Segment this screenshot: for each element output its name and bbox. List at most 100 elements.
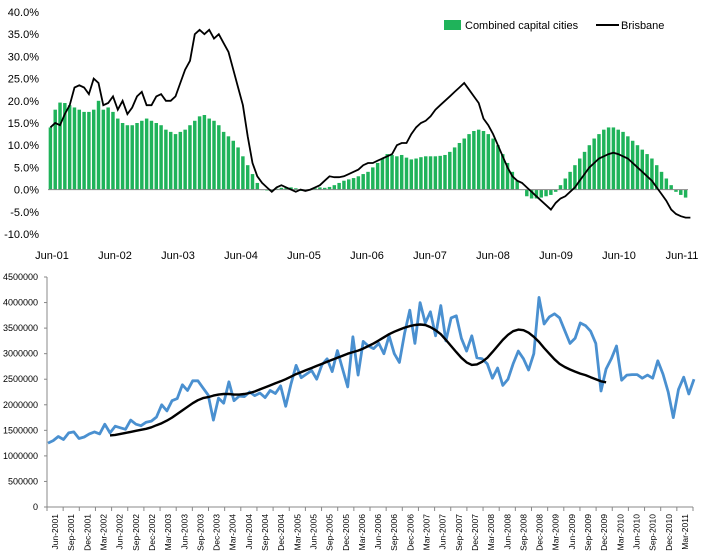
top-bar [476,129,481,190]
bottom-x-tick-label: Mar-2002 [99,514,109,551]
top-bars-combined-capital-cities [48,100,688,199]
top-y-tick-label: 40.0% [8,7,39,19]
top-y-tick-label: -5.0% [10,207,39,219]
top-bar [322,187,327,190]
top-bar [558,185,563,190]
bottom-x-tick-label: Jun-2002 [115,514,125,550]
bottom-x-tick-label: Dec-2008 [535,514,545,551]
top-bar [414,158,418,190]
top-bar [380,158,385,190]
top-y-tick-label: 15.0% [8,118,39,130]
bottom-x-tick-label: Sep-2007 [454,514,464,551]
top-bar [144,118,149,190]
top-x-tick-label: Jun-02 [98,250,132,262]
bottom-y-tick-label: 0 [33,502,38,512]
top-bar [289,187,293,190]
top-bar [63,103,67,190]
bottom-x-tick-label: Jun-2009 [567,514,577,550]
bottom-x-tick-label: Jun-2004 [244,514,254,550]
top-bar [573,165,577,190]
bottom-x-tick-label: Dec-2002 [147,514,157,551]
bottom-y-tick-label: 4000000 [3,298,38,308]
top-bar [178,131,183,190]
bottom-x-tick-label: Mar-2009 [551,514,561,551]
top-bar [332,185,337,190]
top-bar [462,138,466,190]
top-bar [553,189,558,192]
top-bar [501,154,505,190]
top-x-tick-label: Jun-07 [413,250,447,262]
bottom-x-tick-label: Mar-2006 [357,514,367,551]
bottom-x-tick-label: Dec-2006 [405,514,415,551]
legend-swatch-combined [444,20,461,30]
bottom-x-tick-label: Sep-2002 [131,514,141,551]
top-bar [130,125,134,190]
bottom-x-tick-label: Jun-2003 [179,514,189,550]
top-x-tick-label: Jun-04 [224,250,258,262]
bottom-y-tick-label: 3500000 [3,323,38,333]
bottom-x-tick-label: Mar-2007 [422,514,432,551]
top-bar [202,115,207,190]
bottom-x-tick-label: Mar-2010 [615,514,625,551]
top-x-tick-label: Jun-01 [35,250,69,262]
bottom-y-tick-label: 3000000 [3,349,38,359]
top-bar [650,158,654,190]
top-bar [621,131,625,190]
top-bar [409,159,414,190]
top-bar [674,189,678,192]
top-bar [197,116,202,190]
top-bar [664,178,669,190]
top-bar [361,174,365,190]
bottom-x-tick-label: Jun-2007 [438,514,448,550]
legend-label-combined: Combined capital cities [465,20,579,32]
top-bar [91,109,96,190]
top-bar [525,189,529,197]
top-x-tick-label: Jun-05 [287,250,321,262]
top-bar [443,154,447,190]
top-bar [496,145,500,190]
top-bar [154,123,159,190]
top-y-tick-label: 25.0% [8,74,39,86]
top-bar [226,136,231,190]
bottom-x-tick-label: Mar-2004 [228,514,238,551]
bottom-x-tick-label: Mar-2003 [163,514,173,551]
top-x-tick-label: Jun-03 [161,250,195,262]
bottom-x-tick-label: Dec-2009 [599,514,609,551]
top-bar [101,109,106,190]
top-bar [231,140,235,190]
top-bar [510,171,515,190]
top-bar [236,147,240,190]
top-bar [217,125,221,190]
bottom-x-tick-label: Sep-2004 [260,514,270,551]
top-bar [630,140,635,190]
legend-label-brisbane: Brisbane [621,20,664,32]
bottom-x-tick-label: Jun-2001 [50,514,60,550]
top-bar [375,162,380,190]
top-bar [77,109,82,190]
top-bar [448,151,452,190]
top-bar [390,154,394,190]
top-x-tick-label: Jun-10 [602,250,636,262]
top-bar [577,158,582,190]
top-bar [284,187,288,190]
top-bar [53,109,57,190]
top-bar [135,123,139,190]
top-bar [659,171,664,190]
top-bar [452,147,457,190]
top-x-tick-label: Jun-11 [666,250,699,262]
top-bar [58,102,62,190]
top-bar [544,189,548,197]
top-bar [250,174,255,190]
top-bar [467,134,471,190]
top-bar [626,136,630,190]
top-bar [342,180,346,190]
top-bar [125,125,130,190]
top-bar [515,180,519,190]
top-bar [582,151,587,190]
top-bar [611,127,616,190]
top-y-tick-label: 5.0% [14,162,39,174]
top-legend: Combined capital cities Brisbane [444,20,664,32]
bottom-y-tick-label: 4500000 [3,272,38,282]
top-bar [255,182,260,190]
